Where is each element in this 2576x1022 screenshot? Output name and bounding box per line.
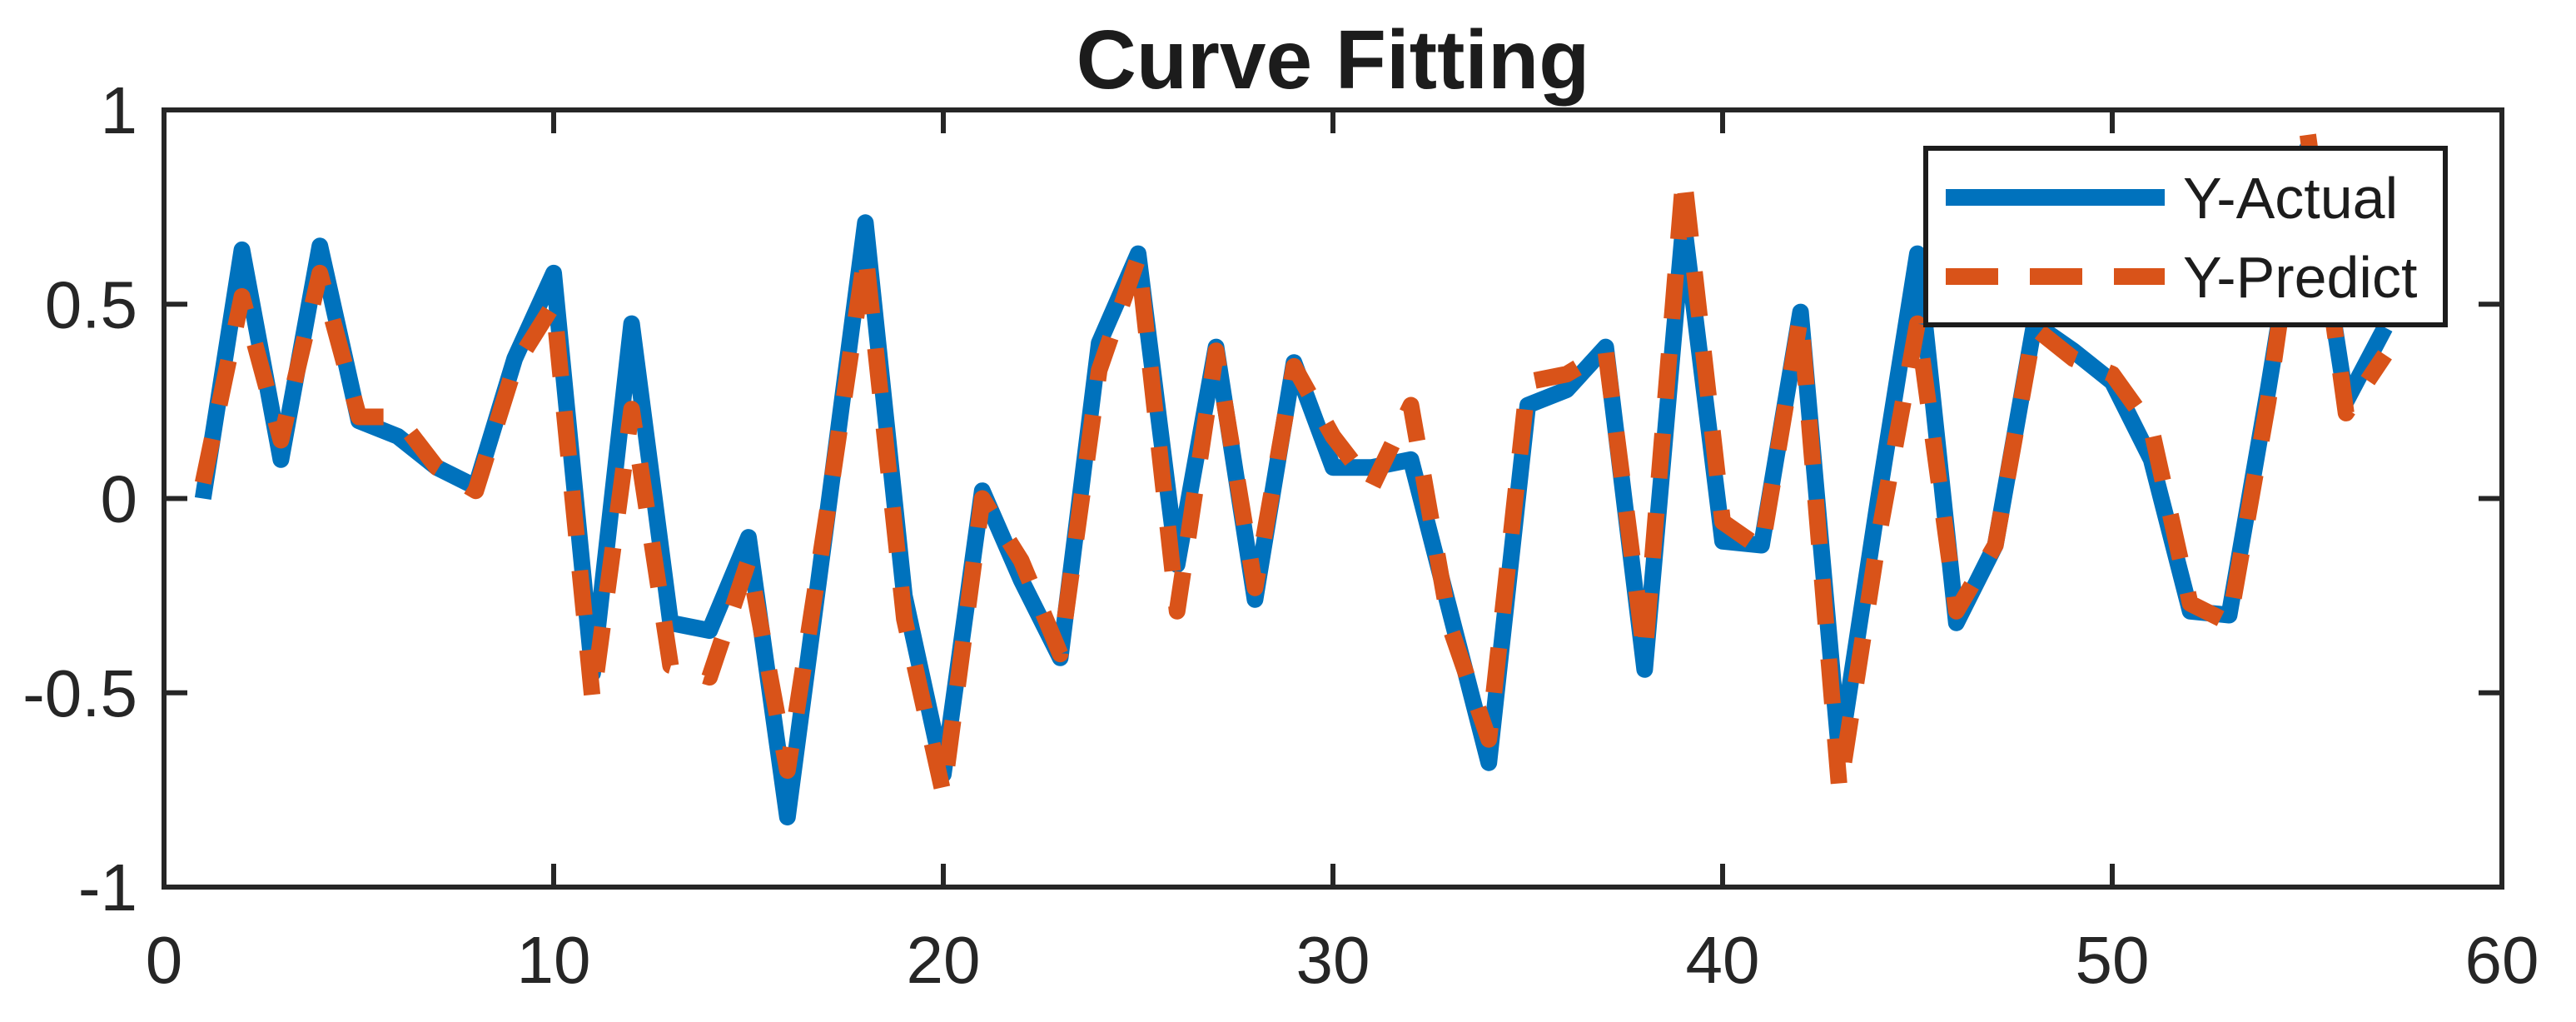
axis-ticks — [162, 107, 2504, 890]
series-lines — [194, 121, 2393, 825]
axis-tick-labels: 0 10 20 30 40 50 60 -1 -0.5 0 0.5 1 — [22, 73, 2539, 997]
chart-title: Curve Fitting — [1077, 13, 1590, 107]
y-tick-label: 0 — [101, 462, 138, 536]
legend: Y-Actual Y-Predict — [1923, 146, 2448, 327]
series-y-predict-line — [195, 121, 2392, 802]
y-tick-label: 1 — [101, 73, 138, 147]
x-tick-label: 0 — [146, 923, 183, 997]
x-tick-label: 20 — [907, 923, 981, 997]
x-tick-label: 50 — [2076, 923, 2150, 997]
x-tick-label: 30 — [1296, 923, 1370, 997]
x-tick-label: 10 — [517, 923, 591, 997]
legend-box — [1923, 146, 2448, 327]
legend-label-predict: Y-Predict — [2183, 245, 2417, 310]
legend-label-actual: Y-Actual — [2183, 166, 2398, 231]
x-tick-label: 40 — [1686, 923, 1760, 997]
y-tick-label: -0.5 — [22, 656, 137, 730]
y-tick-label: -1 — [78, 850, 137, 925]
x-tick-label: 60 — [2465, 923, 2539, 997]
y-tick-label: 0.5 — [45, 267, 137, 341]
